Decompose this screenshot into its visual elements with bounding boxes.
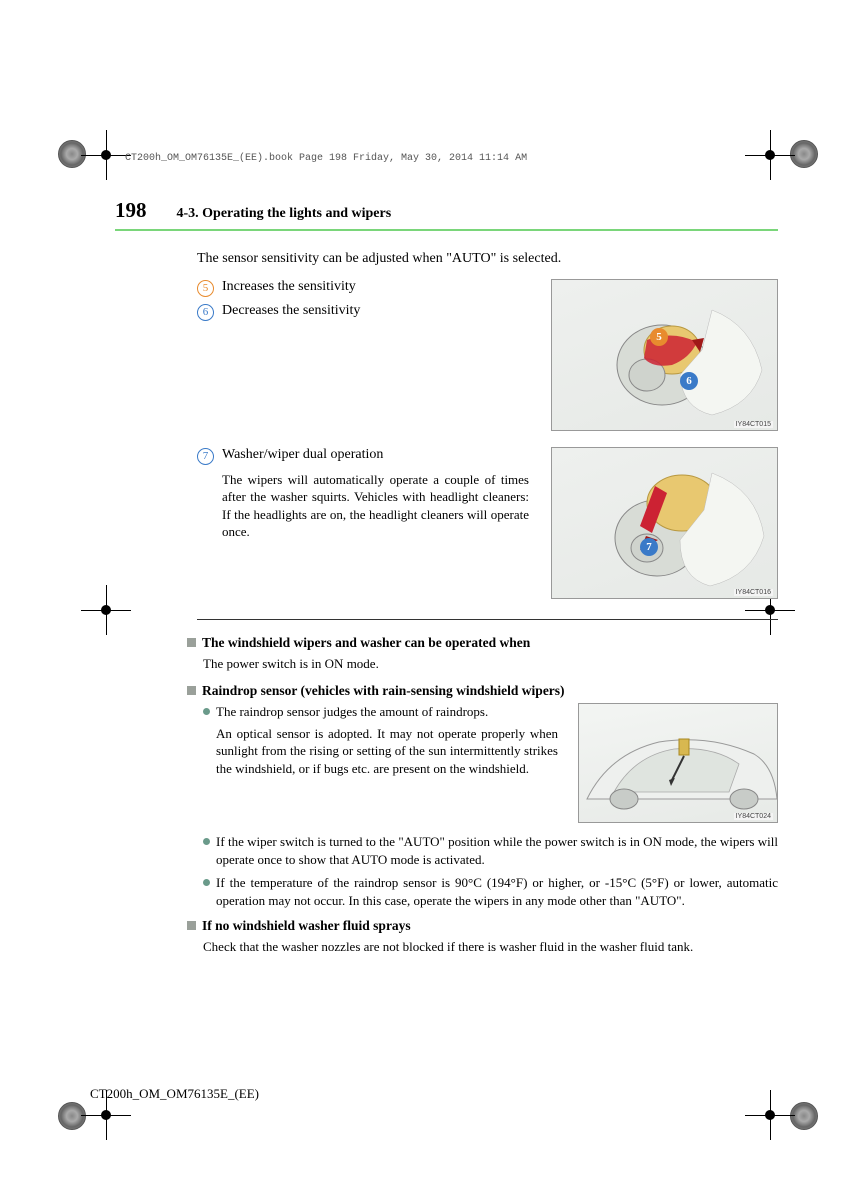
callout-6-text: Decreases the sensitivity [222,303,360,319]
page-number: 198 [115,198,147,223]
sensitivity-knob-image: 5 6 IY84CT015 [551,279,778,431]
book-header: CT200h_OM_OM76135E_(EE).book Page 198 Fr… [125,153,527,164]
circled-6-icon: 6 [197,304,214,321]
sub2-bullet1b: An optical sensor is adopted. It may not… [216,725,558,778]
sub2-heading-text: Raindrop sensor (vehicles with rain-sens… [202,683,565,699]
callout-6: 6 Decreases the sensitivity [197,303,529,321]
crop-target-tl [58,140,86,168]
sub1-heading-text: The windshield wipers and washer can be … [202,635,530,651]
sub2-bullet-1: The raindrop sensor judges the amount of… [203,703,558,777]
footer-code: CT200h_OM_OM76135E_(EE) [90,1086,259,1102]
image-code-1: IY84CT015 [734,421,773,428]
sensitivity-row: 5 Increases the sensitivity 6 Decreases … [197,279,778,431]
sub3-body: Check that the washer nozzles are not bl… [203,938,778,956]
crop-target-br [790,1102,818,1130]
crop-target-bl [58,1102,86,1130]
circled-7-icon: 7 [197,448,214,465]
sub2-heading: Raindrop sensor (vehicles with rain-sens… [187,682,778,699]
square-bullet-icon [187,921,196,930]
dot-bullet-icon [203,879,210,886]
crop-target-tr [790,140,818,168]
sub2-bullet-2: If the wiper switch is turned to the "AU… [203,833,778,868]
dot-bullet-icon [203,708,210,715]
callout-5-text: Increases the sensitivity [222,279,356,295]
washer-knob-image: 7 IY84CT016 [551,447,778,599]
washer-row: 7 Washer/wiper dual operation The wipers… [197,447,778,599]
image-code-3: IY84CT024 [734,813,773,820]
page-content: 198 4-3. Operating the lights and wipers… [115,198,778,966]
callout-5: 5 Increases the sensitivity [197,279,529,297]
callout-7-desc: The wipers will automatically operate a … [222,471,529,541]
page-header: 198 4-3. Operating the lights and wipers [115,198,778,231]
sub2-bullet-3: If the temperature of the raindrop senso… [203,874,778,909]
square-bullet-icon [187,686,196,695]
section-title: 4-3. Operating the lights and wipers [177,206,392,222]
raindrop-sensor-image: IY84CT024 [578,703,778,823]
sub1-heading: The windshield wipers and washer can be … [187,634,778,651]
sensor-row: The raindrop sensor judges the amount of… [203,703,778,823]
sub2-bullet3-text: If the temperature of the raindrop senso… [216,874,778,909]
circled-5-icon: 5 [197,280,214,297]
separator-line [197,619,778,620]
sub2-bullet1a: The raindrop sensor judges the amount of… [216,703,558,721]
sub2-bullet2-text: If the wiper switch is turned to the "AU… [216,833,778,868]
intro-text: The sensor sensitivity can be adjusted w… [197,249,778,269]
callout-7-text: Washer/wiper dual operation [222,447,383,463]
dot-bullet-icon [203,838,210,845]
badge-5-icon: 5 [650,328,668,346]
square-bullet-icon [187,638,196,647]
sub3-heading-text: If no windshield washer fluid sprays [202,918,411,934]
callout-7: 7 Washer/wiper dual operation [197,447,529,465]
badge-7-icon: 7 [640,538,658,556]
sub3-heading: If no windshield washer fluid sprays [187,917,778,934]
sub1-body: The power switch is in ON mode. [203,655,778,673]
image-code-2: IY84CT016 [734,589,773,596]
badge-6-icon: 6 [680,372,698,390]
